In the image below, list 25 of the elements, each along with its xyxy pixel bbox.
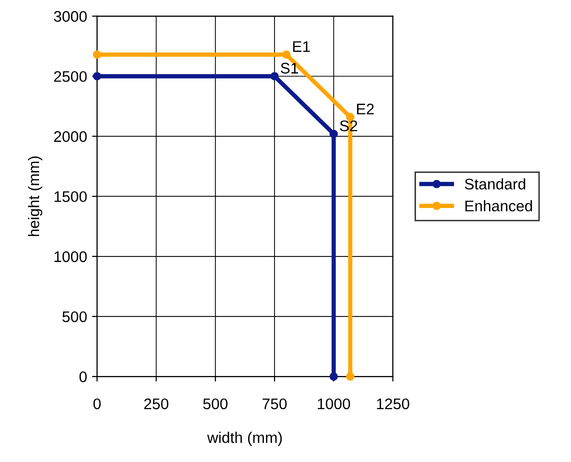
y-tick-label: 3000 xyxy=(54,11,87,22)
y-tick-label: 500 xyxy=(62,311,87,322)
annotation: E1 xyxy=(293,41,310,52)
x-tick-label: 500 xyxy=(203,398,228,410)
point xyxy=(330,130,338,138)
x-tick-label: 1250 xyxy=(377,398,410,410)
point xyxy=(92,50,102,59)
y-axis-title: height (mm) xyxy=(28,156,42,236)
x-tick-label: 0 xyxy=(93,398,101,410)
y-tick-label: 2000 xyxy=(54,131,87,142)
x-tick-label: 1000 xyxy=(318,398,350,410)
legend-label: Standard xyxy=(464,178,526,190)
point xyxy=(346,372,354,381)
x-axis-title: width (mm) xyxy=(207,432,282,446)
x-tick-label: 750 xyxy=(262,398,287,410)
annotation: E2 xyxy=(357,104,374,114)
point xyxy=(282,50,291,59)
annotation: S1 xyxy=(280,62,298,74)
y-tick-label: 1500 xyxy=(54,191,87,202)
y-tick-label: 0 xyxy=(79,371,87,382)
y-tick-label: 2500 xyxy=(54,71,87,82)
point xyxy=(270,72,279,80)
legend-label: Enhanced xyxy=(465,200,532,212)
x-tick-label: 250 xyxy=(144,398,168,410)
y-tick-label: 1000 xyxy=(54,251,87,262)
